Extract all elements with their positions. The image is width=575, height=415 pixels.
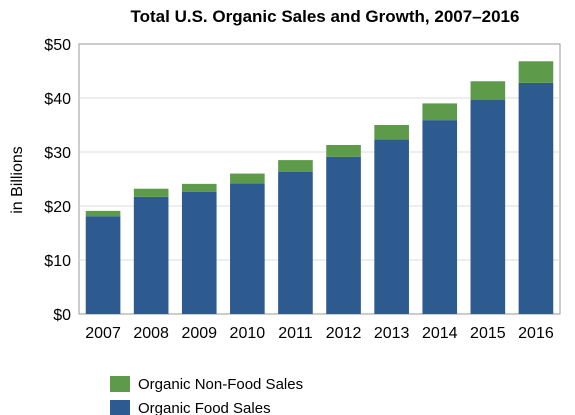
x-tick-label: 2014 (422, 325, 458, 342)
bar-organic-non-food-sales-2012 (326, 144, 361, 157)
x-tick-label: 2016 (518, 325, 554, 342)
bar-organic-non-food-sales-2011 (278, 160, 313, 172)
bar-organic-non-food-sales-2007 (85, 210, 121, 217)
chart-title: Total U.S. Organic Sales and Growth, 200… (131, 7, 520, 26)
bar-organic-food-sales-2007 (85, 216, 121, 314)
legend-swatch (110, 400, 130, 415)
x-tick-label: 2008 (133, 325, 169, 342)
bar-organic-non-food-sales-2016 (518, 61, 554, 83)
x-tick-label: 2010 (230, 325, 266, 342)
bar-organic-non-food-sales-2008 (133, 188, 169, 197)
legend-label: Organic Non-Food Sales (138, 376, 303, 393)
y-tick-label: $20 (44, 199, 71, 216)
legend: Organic Non-Food Sales Organic Food Sales (110, 376, 303, 415)
bar-organic-non-food-sales-2013 (374, 125, 409, 140)
x-tick-label: 2009 (181, 325, 217, 342)
y-tick-label: $30 (44, 145, 71, 162)
bars (85, 61, 554, 315)
bar-organic-non-food-sales-2014 (422, 103, 458, 121)
bar-organic-food-sales-2011 (278, 171, 313, 314)
x-axis-ticks: 2007 2008 2009 2010 2011 2012 2013 2014 2015 2016 (85, 325, 554, 342)
legend-label: Organic Food Sales (138, 400, 271, 415)
x-tick-label: 2012 (326, 325, 362, 342)
y-tick-label: $10 (44, 253, 71, 270)
bar-organic-food-sales-2013 (374, 139, 409, 314)
x-tick-label: 2007 (85, 325, 121, 342)
bar-organic-non-food-sales-2015 (470, 81, 506, 100)
x-tick-label: 2011 (278, 325, 313, 342)
y-tick-label: $50 (44, 37, 71, 54)
bar-organic-food-sales-2012 (326, 156, 361, 314)
bar-organic-food-sales-2015 (470, 99, 506, 315)
bar-organic-food-sales-2014 (422, 120, 458, 314)
x-tick-label: 2013 (374, 325, 410, 342)
y-tick-label: $0 (53, 307, 71, 324)
bar-organic-food-sales-2016 (518, 82, 554, 314)
x-tick-label: 2015 (470, 325, 506, 342)
bar-organic-non-food-sales-2010 (230, 173, 265, 184)
bar-organic-food-sales-2010 (230, 183, 265, 314)
y-axis-label: in Billions (9, 146, 26, 214)
bar-organic-food-sales-2009 (181, 191, 217, 314)
bar-organic-food-sales-2008 (133, 196, 169, 314)
bar-organic-non-food-sales-2009 (181, 183, 217, 192)
legend-swatch (110, 376, 130, 392)
y-axis-ticks: $0 $10 $20 $30 $40 $50 (44, 37, 71, 324)
plot-area (78, 43, 561, 315)
y-tick-label: $40 (44, 91, 71, 108)
